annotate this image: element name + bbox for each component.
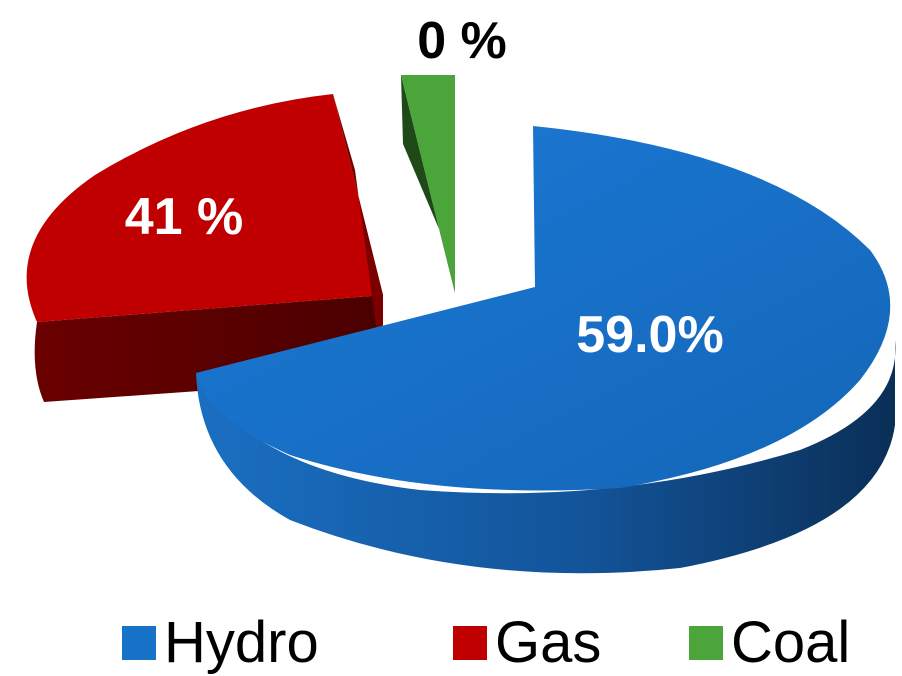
legend-label-hydro: Hydro (164, 610, 319, 675)
legend-swatch-coal (689, 626, 723, 660)
legend-label-gas: Gas (495, 610, 602, 675)
slice-gas-top (26, 94, 384, 322)
slice-hydro (196, 126, 896, 574)
slice-hydro-top (196, 126, 891, 491)
legend-swatch-hydro (122, 626, 156, 660)
slice-hydro-label: 59.0% (576, 306, 723, 364)
slice-gas-label: 41 % (125, 188, 244, 246)
slice-hydro-side (196, 340, 896, 574)
slice-coal (401, 75, 455, 293)
legend-item-gas: Gas (453, 610, 601, 676)
legend-item-coal: Coal (689, 610, 850, 676)
chart-legend: Hydro Gas Coal (0, 610, 902, 676)
slice-coal-label: 0 % (417, 12, 507, 70)
slice-coal-top (401, 75, 455, 293)
legend-item-hydro: Hydro (122, 610, 319, 676)
legend-label-coal: Coal (731, 610, 851, 675)
legend-swatch-gas (453, 626, 487, 660)
